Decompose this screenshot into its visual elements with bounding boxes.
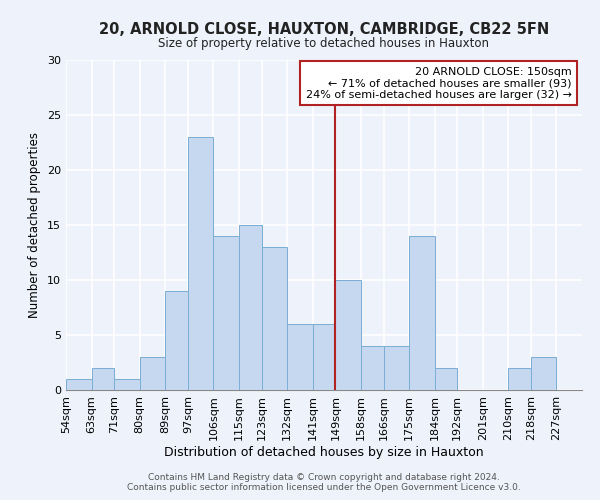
Bar <box>361 346 383 390</box>
Text: Size of property relative to detached houses in Hauxton: Size of property relative to detached ho… <box>158 38 490 51</box>
Text: Contains HM Land Registry data © Crown copyright and database right 2024.: Contains HM Land Registry data © Crown c… <box>148 472 500 482</box>
Bar <box>383 346 409 390</box>
Bar <box>287 324 313 390</box>
Bar <box>335 280 361 390</box>
X-axis label: Distribution of detached houses by size in Hauxton: Distribution of detached houses by size … <box>164 446 484 458</box>
Bar <box>409 236 434 390</box>
Bar <box>165 291 188 390</box>
Bar <box>531 357 556 390</box>
Y-axis label: Number of detached properties: Number of detached properties <box>28 132 41 318</box>
Bar <box>434 368 457 390</box>
Bar <box>114 379 140 390</box>
Bar <box>508 368 531 390</box>
Text: Contains public sector information licensed under the Open Government Licence v3: Contains public sector information licen… <box>127 484 521 492</box>
Bar <box>239 225 262 390</box>
Bar <box>140 357 165 390</box>
Bar <box>214 236 239 390</box>
Text: 20 ARNOLD CLOSE: 150sqm
← 71% of detached houses are smaller (93)
24% of semi-de: 20 ARNOLD CLOSE: 150sqm ← 71% of detache… <box>305 66 572 100</box>
Bar <box>188 137 214 390</box>
Bar <box>66 379 92 390</box>
Bar <box>313 324 335 390</box>
Text: 20, ARNOLD CLOSE, HAUXTON, CAMBRIDGE, CB22 5FN: 20, ARNOLD CLOSE, HAUXTON, CAMBRIDGE, CB… <box>99 22 549 38</box>
Bar <box>262 247 287 390</box>
Bar <box>92 368 114 390</box>
